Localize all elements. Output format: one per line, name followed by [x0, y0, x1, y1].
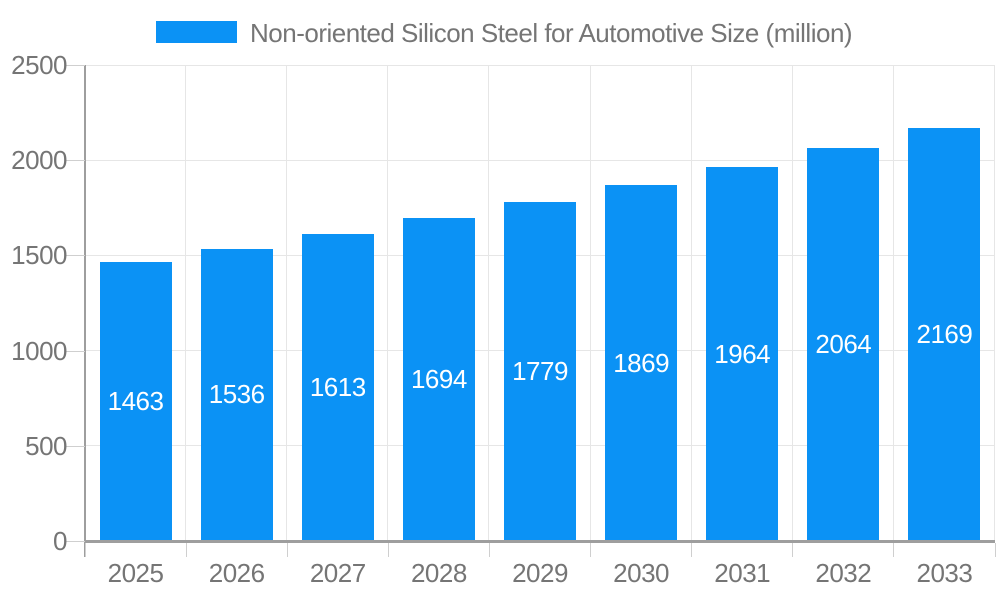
y-axis-line	[84, 65, 86, 557]
v-gridline	[185, 65, 187, 541]
y-tick-label: 2500	[11, 50, 67, 80]
y-tick-mark	[66, 541, 85, 542]
x-tick-mark	[84, 543, 86, 557]
bar: 1964	[706, 167, 779, 541]
bar: 1779	[504, 202, 576, 541]
v-gridline	[892, 65, 894, 541]
x-tick-mark	[994, 543, 996, 557]
bar: 1536	[200, 248, 273, 541]
legend-label: Non-oriented Silicon Steel for Automotiv…	[250, 18, 853, 48]
bar: 1613	[301, 233, 374, 541]
bar-value-label: 1613	[309, 371, 366, 402]
v-gridline	[791, 65, 793, 541]
x-tick-mark	[488, 543, 490, 557]
x-axis-line	[84, 540, 995, 543]
v-gridline	[488, 65, 490, 541]
x-tick-mark	[286, 543, 288, 557]
x-tick-label: 2029	[512, 558, 568, 588]
v-gridline	[387, 65, 389, 541]
y-tick-label: 1500	[11, 240, 67, 271]
h-gridline	[85, 159, 995, 161]
x-tick-mark	[185, 543, 187, 557]
v-gridline	[994, 65, 995, 541]
y-tick-label: 500	[25, 430, 67, 461]
x-tick-label: 2027	[309, 558, 366, 588]
plot-area: 1463 1536 1613 1694 1779 1869 1964 2064 2169	[85, 64, 995, 541]
x-tick-label: 2031	[714, 558, 771, 588]
h-gridline	[85, 64, 995, 66]
bar-value-label: 1694	[410, 364, 467, 395]
y-tick-label: 1000	[11, 335, 67, 366]
x-tick-label: 2032	[815, 558, 872, 588]
bar-value-label: 2064	[815, 328, 872, 359]
bar: 1694	[402, 218, 475, 541]
bar: 1463	[99, 262, 172, 541]
y-tick-mark	[66, 255, 85, 257]
y-tick-mark	[66, 445, 85, 447]
y-tick-mark	[66, 350, 85, 352]
y-tick-label: 0	[53, 526, 67, 556]
bar-value-label: 1964	[714, 338, 771, 369]
bar-value-label: 1536	[208, 379, 265, 410]
x-tick-label: 2033	[916, 558, 973, 588]
bar-value-label: 1869	[613, 347, 670, 378]
x-tick-label: 2030	[613, 558, 670, 588]
x-tick-mark	[387, 543, 389, 557]
legend-swatch	[156, 21, 237, 43]
bar-value-label: 1779	[512, 356, 568, 387]
bar-value-label: 2169	[916, 319, 973, 349]
y-tick-label: 2000	[11, 145, 67, 176]
x-tick-mark	[590, 543, 592, 557]
bar: 2169	[908, 128, 981, 541]
bar-value-label: 1463	[107, 386, 164, 417]
x-tick-mark	[792, 543, 794, 557]
bar: 1869	[605, 185, 678, 541]
x-tick-label: 2025	[107, 558, 164, 588]
x-tick-label: 2026	[208, 558, 265, 588]
x-tick-mark	[893, 543, 895, 557]
bar: 2064	[807, 148, 880, 541]
y-tick-mark	[66, 65, 85, 66]
x-tick-mark	[691, 543, 693, 557]
v-gridline	[286, 65, 288, 541]
x-tick-label: 2028	[410, 558, 467, 588]
v-gridline	[589, 65, 591, 541]
y-tick-mark	[66, 160, 85, 162]
v-gridline	[690, 65, 692, 541]
